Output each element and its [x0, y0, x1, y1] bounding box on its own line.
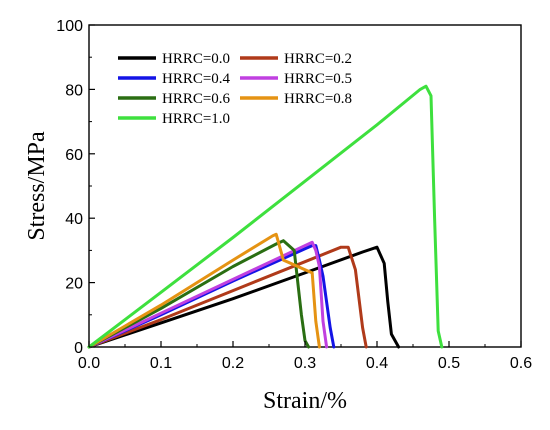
- series-line-hrrc-0-5: [87, 240, 329, 349]
- x-tick-label: 0.5: [438, 355, 460, 372]
- series-line-hrrc-0-6: [87, 239, 311, 349]
- y-tick-label: 100: [56, 18, 83, 35]
- legend-item: HRRC=0.0: [118, 51, 230, 67]
- legend-label: HRRC=0.0: [162, 51, 230, 67]
- x-tick-label: 0.1: [150, 355, 172, 372]
- x-tick-label: 0.0: [78, 355, 100, 372]
- x-axis-title: Strain/%: [263, 388, 347, 414]
- series-line-hrrc-0-8: [87, 232, 321, 349]
- legend-label: HRRC=0.5: [284, 71, 352, 87]
- y-tick-label: 40: [65, 211, 83, 228]
- y-tick-label: 0: [74, 340, 83, 357]
- legend-item: HRRC=0.6: [118, 91, 231, 107]
- legend-label: HRRC=0.8: [284, 91, 352, 107]
- y-tick-label: 60: [65, 147, 83, 164]
- x-tick-label: 0.3: [294, 355, 316, 372]
- ticks-layer: 0.0 0.1 0.2 0.3 0.4 0.5 0.6 0 20 40 60 80 100: [56, 18, 532, 372]
- series-line-hrrc-0-0: [87, 245, 401, 349]
- y-tick-label: 20: [65, 276, 83, 293]
- legend: HRRC=0.0 HRRC=0.2 HRRC=0.4 HRRC=0.5 HRRC=0.6…: [118, 51, 352, 127]
- legend-label: HRRC=1.0: [162, 111, 230, 127]
- legend-item: HRRC=0.2: [240, 51, 352, 67]
- x-tick-label: 0.4: [366, 355, 388, 372]
- y-tick-label: 80: [65, 82, 83, 99]
- legend-item: HRRC=1.0: [118, 111, 230, 127]
- legend-item: HRRC=0.5: [240, 71, 352, 87]
- legend-label: HRRC=0.6: [162, 91, 231, 107]
- series-line-hrrc-0-4: [87, 244, 336, 349]
- legend-item: HRRC=0.4: [118, 71, 231, 87]
- legend-label: HRRC=0.4: [162, 71, 231, 87]
- series-line-hrrc-1-0: [87, 84, 444, 349]
- x-tick-label: 0.2: [222, 355, 244, 372]
- y-axis-title: Stress/MPa: [24, 131, 50, 241]
- legend-label: HRRC=0.2: [284, 51, 352, 67]
- x-tick-label: 0.6: [510, 355, 532, 372]
- curves-layer: [87, 84, 444, 349]
- legend-item: HRRC=0.8: [240, 91, 352, 107]
- series-line-hrrc-0-2: [87, 245, 368, 349]
